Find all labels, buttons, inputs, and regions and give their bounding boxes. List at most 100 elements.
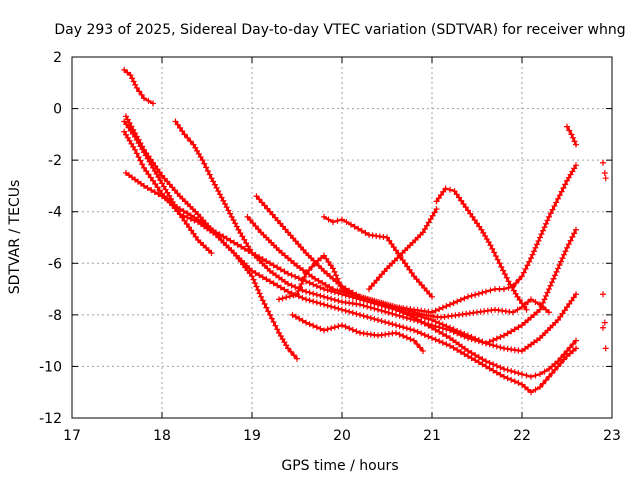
data-point-marker bbox=[197, 154, 204, 161]
data-point-marker bbox=[490, 342, 497, 349]
data-point-marker bbox=[331, 304, 338, 311]
data-point-marker bbox=[324, 302, 331, 309]
data-point-marker bbox=[181, 131, 188, 138]
data-point-marker bbox=[400, 324, 407, 331]
data-point-marker bbox=[493, 335, 500, 342]
data-point-marker bbox=[568, 297, 575, 304]
data-point-marker bbox=[150, 159, 156, 166]
data-point-marker bbox=[465, 347, 471, 354]
data-point-marker bbox=[274, 264, 281, 271]
data-point-marker bbox=[360, 302, 367, 309]
data-point-marker bbox=[423, 222, 430, 229]
data-point-marker bbox=[303, 270, 309, 277]
data-point-marker bbox=[566, 300, 573, 307]
data-point-marker bbox=[129, 75, 136, 82]
data-point-marker bbox=[490, 367, 497, 374]
data-point-marker bbox=[534, 241, 540, 248]
data-point-marker bbox=[492, 253, 499, 260]
data-point-marker bbox=[375, 317, 381, 324]
data-point-marker bbox=[436, 320, 443, 327]
data-point-marker bbox=[362, 229, 369, 236]
data-point-marker bbox=[288, 348, 294, 355]
data-point-marker bbox=[573, 345, 579, 352]
data-point-marker bbox=[564, 347, 570, 354]
data-point-marker bbox=[411, 327, 417, 334]
data-point-marker bbox=[385, 309, 392, 316]
data-point-marker bbox=[141, 95, 147, 102]
data-point-marker bbox=[573, 162, 579, 169]
data-point-marker bbox=[264, 205, 271, 212]
data-point-marker bbox=[216, 231, 223, 238]
data-point-marker bbox=[564, 123, 570, 130]
data-point-marker bbox=[569, 168, 576, 175]
data-point-marker bbox=[145, 153, 152, 160]
data-point-marker bbox=[483, 363, 489, 370]
data-point-marker bbox=[414, 341, 420, 348]
data-point-marker bbox=[537, 371, 543, 378]
data-point-marker bbox=[514, 306, 521, 313]
data-point-marker bbox=[450, 344, 457, 351]
data-point-marker bbox=[475, 359, 482, 366]
data-point-marker bbox=[252, 223, 259, 230]
data-point-marker bbox=[279, 336, 286, 343]
data-point-marker bbox=[297, 284, 303, 291]
data-point-marker bbox=[510, 287, 517, 294]
data-point-marker bbox=[439, 330, 446, 337]
data-point-marker bbox=[451, 188, 458, 195]
data-point-marker bbox=[371, 305, 378, 312]
data-point-marker bbox=[310, 281, 317, 288]
series-track-1 bbox=[121, 66, 156, 107]
data-point-marker bbox=[472, 291, 479, 298]
data-point-marker bbox=[270, 280, 277, 287]
data-point-marker bbox=[561, 351, 567, 358]
data-point-marker bbox=[472, 352, 479, 359]
data-point-marker bbox=[299, 294, 306, 301]
data-point-marker bbox=[213, 184, 220, 191]
data-point-marker bbox=[272, 322, 279, 329]
data-point-marker bbox=[130, 143, 137, 150]
data-point-marker bbox=[378, 318, 385, 325]
series-track-13 bbox=[433, 185, 530, 313]
data-point-marker bbox=[479, 356, 486, 363]
data-point-marker bbox=[382, 319, 389, 326]
data-point-marker bbox=[491, 249, 498, 256]
data-point-marker bbox=[277, 333, 284, 340]
data-point-marker bbox=[330, 265, 336, 272]
data-point-marker bbox=[184, 210, 191, 217]
data-point-marker bbox=[436, 306, 443, 313]
data-point-marker bbox=[375, 306, 381, 313]
data-point-marker bbox=[371, 297, 378, 304]
data-point-marker bbox=[360, 312, 367, 319]
data-point-marker bbox=[294, 291, 300, 298]
data-point-marker bbox=[421, 331, 428, 338]
data-point-marker bbox=[285, 270, 291, 277]
data-point-marker bbox=[335, 297, 342, 304]
data-point-marker bbox=[351, 223, 358, 230]
data-point-marker bbox=[476, 223, 483, 230]
data-point-marker bbox=[281, 339, 288, 346]
data-point-marker bbox=[558, 258, 564, 265]
data-point-marker bbox=[292, 273, 299, 280]
data-point-marker bbox=[429, 335, 435, 342]
data-point-marker bbox=[303, 278, 309, 285]
data-point-marker bbox=[520, 269, 527, 276]
y-tick-label: 0 bbox=[53, 102, 62, 118]
data-point-marker bbox=[486, 359, 493, 366]
series-track-12 bbox=[366, 206, 440, 293]
data-point-marker bbox=[323, 255, 330, 262]
y-tick-label: -12 bbox=[39, 411, 62, 427]
data-point-marker bbox=[475, 290, 482, 297]
data-point-marker bbox=[210, 178, 217, 185]
data-point-marker bbox=[371, 315, 378, 322]
data-point-marker bbox=[566, 127, 573, 134]
data-point-marker bbox=[501, 373, 507, 380]
data-point-marker bbox=[508, 376, 515, 383]
data-point-marker bbox=[313, 299, 320, 306]
data-point-marker bbox=[547, 210, 554, 217]
data-point-marker bbox=[190, 141, 197, 148]
data-point-marker bbox=[267, 260, 273, 267]
data-point-marker bbox=[571, 165, 578, 172]
data-point-marker bbox=[162, 186, 169, 193]
data-point-marker bbox=[279, 295, 286, 302]
data-point-marker bbox=[194, 147, 201, 154]
